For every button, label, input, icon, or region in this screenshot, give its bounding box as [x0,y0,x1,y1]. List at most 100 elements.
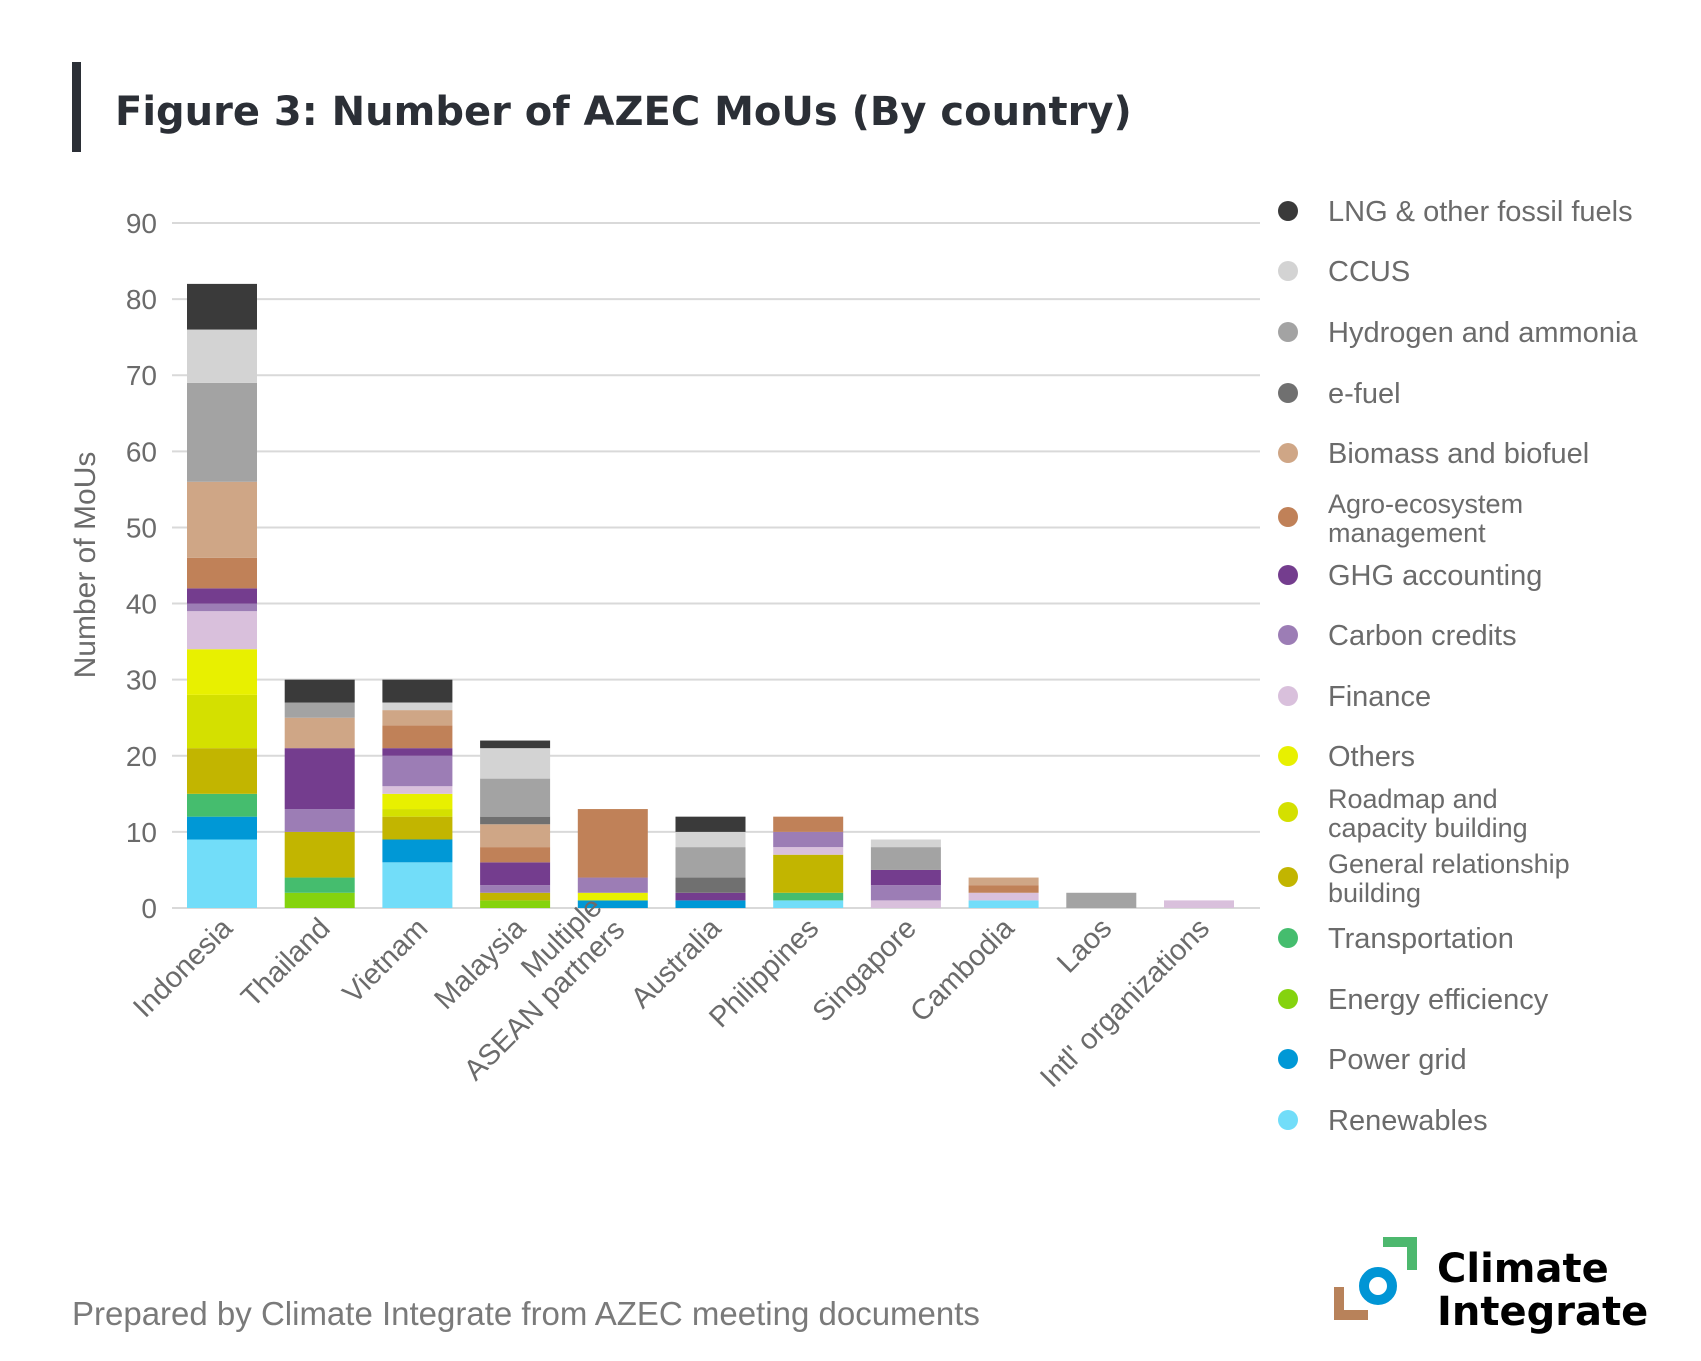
x-tick-label: Vietnam [337,912,434,1009]
x-tick-label: Indonesia [127,912,239,1024]
legend-item: GHG accounting [1278,560,1542,592]
bar-stack [1066,892,1137,908]
bar-segment [187,839,257,908]
legend-swatch [1278,928,1298,948]
bar-segment [284,748,355,810]
legend-label: Power grid [1328,1044,1467,1076]
bar-segment [284,809,355,832]
x-tick-label: Laos [1051,912,1118,979]
bar-segment [187,588,257,604]
x-tick-label: Intl' organizations [1034,912,1216,1094]
bar-segment [480,778,551,817]
logo-blue-ring [1359,1267,1397,1305]
bar-segment [284,831,355,878]
legend-item: CCUS [1278,256,1410,288]
legend-swatch [1278,201,1298,221]
bar-segment [187,611,257,650]
bar-segment [382,793,453,810]
bar-segment [382,809,453,817]
legend-swatch [1278,322,1298,342]
legend-swatch [1278,507,1298,527]
bar-segment [577,877,648,893]
bar-segment [968,892,1039,901]
legend-label: General relationship building [1328,849,1570,908]
bar-segment [382,679,453,703]
bar-segment [968,885,1039,893]
chart-title: Figure 3: Number of AZEC MoUs (By countr… [115,89,1132,135]
legend-label: Hydrogen and ammonia [1328,317,1638,349]
legend-item: Renewables [1278,1105,1488,1137]
bar-segment [284,717,355,749]
bar-segment [382,755,453,787]
bar-segment [187,649,257,695]
bar-stack [773,816,844,908]
bar-segment [773,831,844,848]
bar-segment [187,329,257,383]
legend-label: Agro-ecosystem management [1328,489,1523,548]
x-tick-label: Thailand [235,912,336,1013]
bar-segment [187,481,257,558]
bar-segment [187,694,257,749]
bar-segment [187,283,257,330]
y-tick-label: 30 [126,665,157,696]
legend-label: CCUS [1328,256,1410,288]
legend: LNG & other fossil fuels CCUS Hydrogen and… [1278,196,1638,1137]
bar-segment [382,725,453,749]
y-tick-label: 50 [126,512,157,543]
bar-segment [1066,892,1137,908]
bar-segment [870,839,941,848]
bars [187,283,1234,908]
title-accent-bar [72,62,81,152]
y-tick-label: 60 [126,436,157,467]
legend-item: Roadmap and capacity building [1278,784,1528,843]
bar-segment [480,816,551,825]
bar-segment [382,748,453,756]
y-tick-label: 70 [126,360,157,391]
legend-label: LNG & other fossil fuels [1328,196,1633,228]
legend-item: Agro-ecosystem management [1278,489,1523,548]
bar-segment [1164,900,1234,908]
bar-segment [382,862,453,908]
legend-swatch [1278,1049,1298,1069]
legend-swatch [1278,443,1298,463]
bar-segment [675,877,746,893]
bar-segment [577,809,648,878]
bar-segment [480,824,551,848]
legend-label: Renewables [1328,1105,1488,1137]
bar-segment [187,748,257,794]
bar-segment [675,847,746,878]
x-tick-label: Singapore [807,912,923,1028]
bar-segment [870,869,941,886]
legend-item: General relationship building [1278,849,1570,908]
legend-label: Finance [1328,681,1431,713]
legend-swatch [1278,383,1298,403]
y-tick-label: 20 [126,741,157,772]
bar-segment [577,892,648,901]
bar-stack [1164,900,1234,908]
legend-swatch [1278,746,1298,766]
legend-item: Carbon credits [1278,620,1517,652]
bar-segment [870,847,941,870]
legend-label: Energy efficiency [1328,984,1549,1016]
logo-brown-corner [1334,1287,1368,1320]
legend-item: Energy efficiency [1278,984,1549,1016]
logo-green-corner [1383,1237,1417,1270]
legend-label: e-fuel [1328,378,1401,410]
bar-segment [187,816,257,840]
bar-segment [773,900,844,908]
bar-segment [187,603,257,612]
bar-stack [284,679,355,908]
y-tick-label: 40 [126,589,157,620]
bar-segment [284,702,355,718]
bar-stack [870,839,941,908]
bar-segment [968,900,1039,908]
bar-stack [187,283,257,908]
bar-segment [773,892,844,901]
legend-swatch [1278,261,1298,281]
bar-segment [187,793,257,817]
bar-segment [675,892,746,901]
legend-item: Finance [1278,681,1431,713]
bar-segment [480,885,551,893]
legend-label: Roadmap and capacity building [1328,784,1528,843]
